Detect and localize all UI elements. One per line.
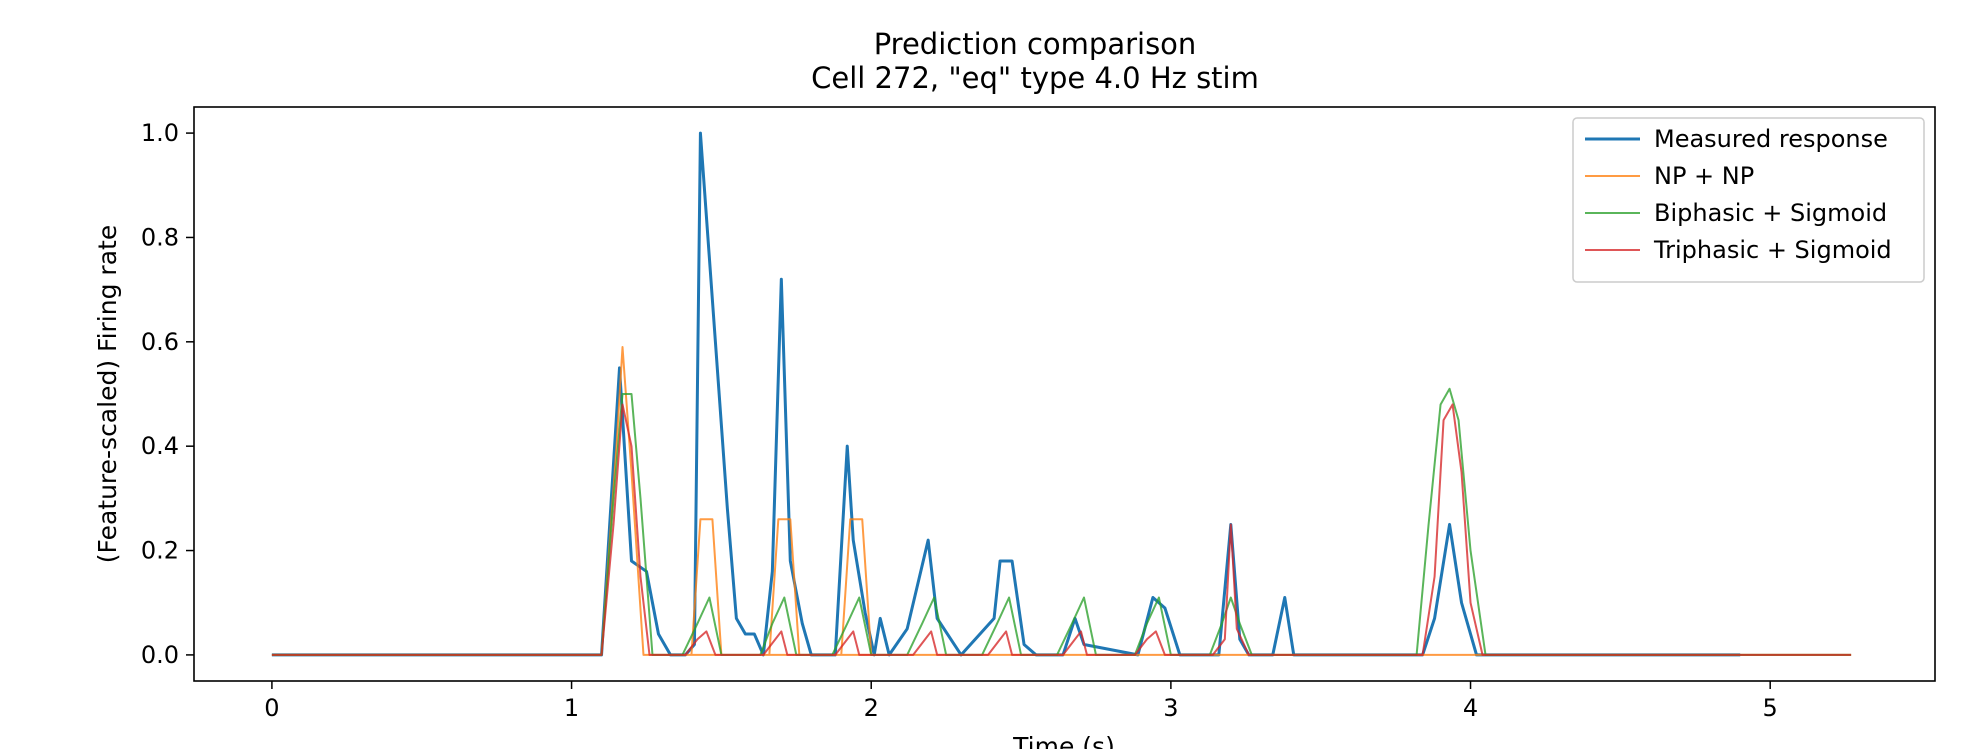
chart-title: Prediction comparison <box>874 27 1197 61</box>
y-tick-label: 0.2 <box>141 537 179 565</box>
x-tick-label: 0 <box>264 694 279 722</box>
series-line-4 <box>271 403 1852 656</box>
legend-label-4: Triphasic + Sigmoid <box>1653 236 1892 264</box>
series-layer <box>271 131 1852 657</box>
y-tick-label: 0.8 <box>141 223 179 251</box>
y-tick-label: 0.4 <box>141 432 179 460</box>
y-axis-label: (Feature-scaled) Firing rate <box>93 225 122 563</box>
legend-box <box>1572 117 1925 283</box>
legend-label-3: Biphasic + Sigmoid <box>1654 199 1887 227</box>
x-axis: 0 1 2 3 4 5 <box>264 681 1778 722</box>
chart-subtitle: Cell 272, "eq" type 4.0 Hz stim <box>811 61 1259 95</box>
legend-label-1: Measured response <box>1654 125 1888 153</box>
legend: Measured response NP + NP Biphasic + Sigmo… <box>1572 117 1925 283</box>
x-tick-label: 3 <box>1163 694 1178 722</box>
y-axis: 0.0 0.2 0.4 0.6 0.8 1.0 <box>141 119 194 669</box>
legend-label-2: NP + NP <box>1654 162 1754 190</box>
x-tick-label: 1 <box>564 694 579 722</box>
x-tick-label: 5 <box>1763 694 1778 722</box>
plot-frame <box>193 106 1936 682</box>
y-tick-label: 1.0 <box>141 119 179 147</box>
x-tick-label: 2 <box>864 694 879 722</box>
y-tick-label: 0.0 <box>141 641 179 669</box>
y-tick-label: 0.6 <box>141 328 179 356</box>
x-tick-label: 4 <box>1463 694 1478 722</box>
x-axis-label: Time (s) <box>1012 732 1115 749</box>
